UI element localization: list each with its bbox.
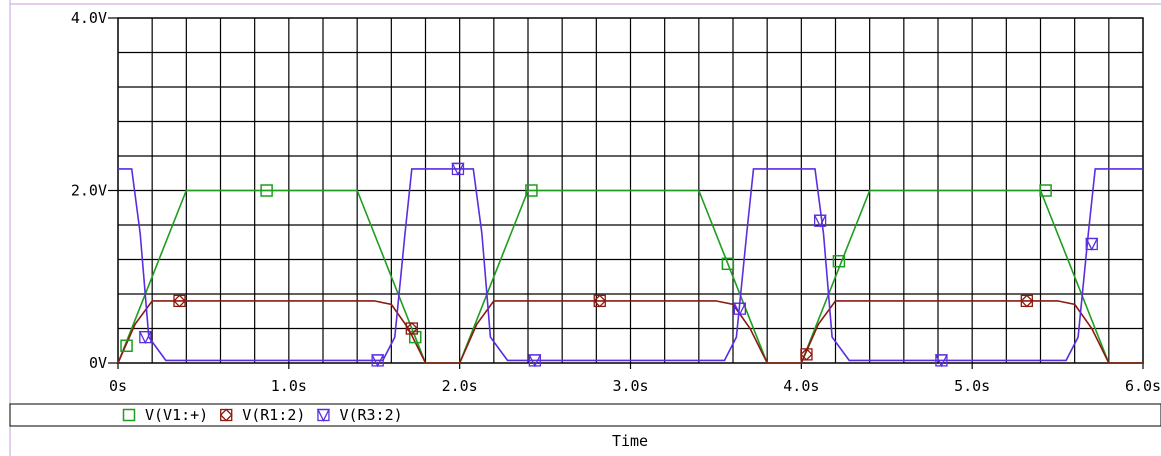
legend-label-2: V(R1:2) [242,406,305,424]
x-tick-label: 2.0s [442,377,478,395]
series-3-marker [371,354,385,368]
series-3-marker-triangle [813,214,827,228]
series-3-marker-triangle [371,354,385,368]
series-2-marker-diamond [405,322,419,335]
series-1-marker [832,254,846,268]
series-line-3 [118,168,1143,362]
series-3-marker [733,302,747,316]
series-3-marker [138,330,152,345]
series-3-marker [934,354,948,368]
series-3-marker-triangle [934,354,948,368]
series-3-marker [1085,237,1099,251]
series-2-marker [800,347,813,361]
legend-marker-3 [316,408,330,422]
series-2-marker [405,322,419,335]
y-tick-label: 0V [89,354,107,372]
series-1-marker [525,184,538,197]
series-1-marker [120,339,133,352]
x-tick-label: 1.0s [271,377,307,395]
x-tick-label: 6.0s [1125,377,1161,395]
legend-marker-2-diamond [219,408,233,422]
legend-box [9,403,1161,427]
legend: V(V1:+) V(R1:2) V(R3:2) [122,406,403,424]
series-3-marker-triangle [451,162,465,176]
series-2-marker-diamond [593,294,607,308]
series-3-marker-triangle [528,354,542,368]
series-1-marker [721,257,735,271]
series-1-marker [1039,184,1052,197]
legend-marker-3-triangle [316,408,330,422]
series-2-marker-diamond [173,294,186,308]
series-3-marker-triangle [733,302,747,316]
legend-label-3: V(R3:2) [339,406,402,424]
y-tick-label: 2.0V [71,182,107,200]
series-2-marker-diamond [800,347,813,361]
series-3-marker [451,162,465,176]
series-2-marker [1020,294,1034,308]
series-3-marker [813,214,827,228]
legend-marker-1 [122,408,136,422]
series-2-marker-diamond [1020,294,1034,308]
series-markers [120,162,1099,368]
series-3-marker-triangle [138,330,152,345]
series-1-marker [260,184,273,197]
series-2-marker [173,294,186,308]
series-line-2 [117,300,1143,364]
y-tick-label: 4.0V [71,9,107,27]
x-tick-label: 3.0s [612,377,648,395]
x-axis-ticks: 0s 1.0s 2.0s 3.0s 4.0s 5.0s 6.0s [109,363,1161,395]
x-tick-label: 0s [109,377,127,395]
series-2-marker [593,294,607,308]
x-axis-label: Time [612,432,648,450]
x-tick-label: 4.0s [783,377,819,395]
series-3-marker-triangle [1085,237,1099,251]
series-3-marker [528,354,542,368]
legend-marker-2 [219,408,233,422]
series-1-marker [409,330,422,344]
y-axis-ticks: 0V 2.0V 4.0V [71,9,118,372]
x-tick-label: 5.0s [954,377,990,395]
legend-label-1: V(V1:+) [145,406,208,424]
